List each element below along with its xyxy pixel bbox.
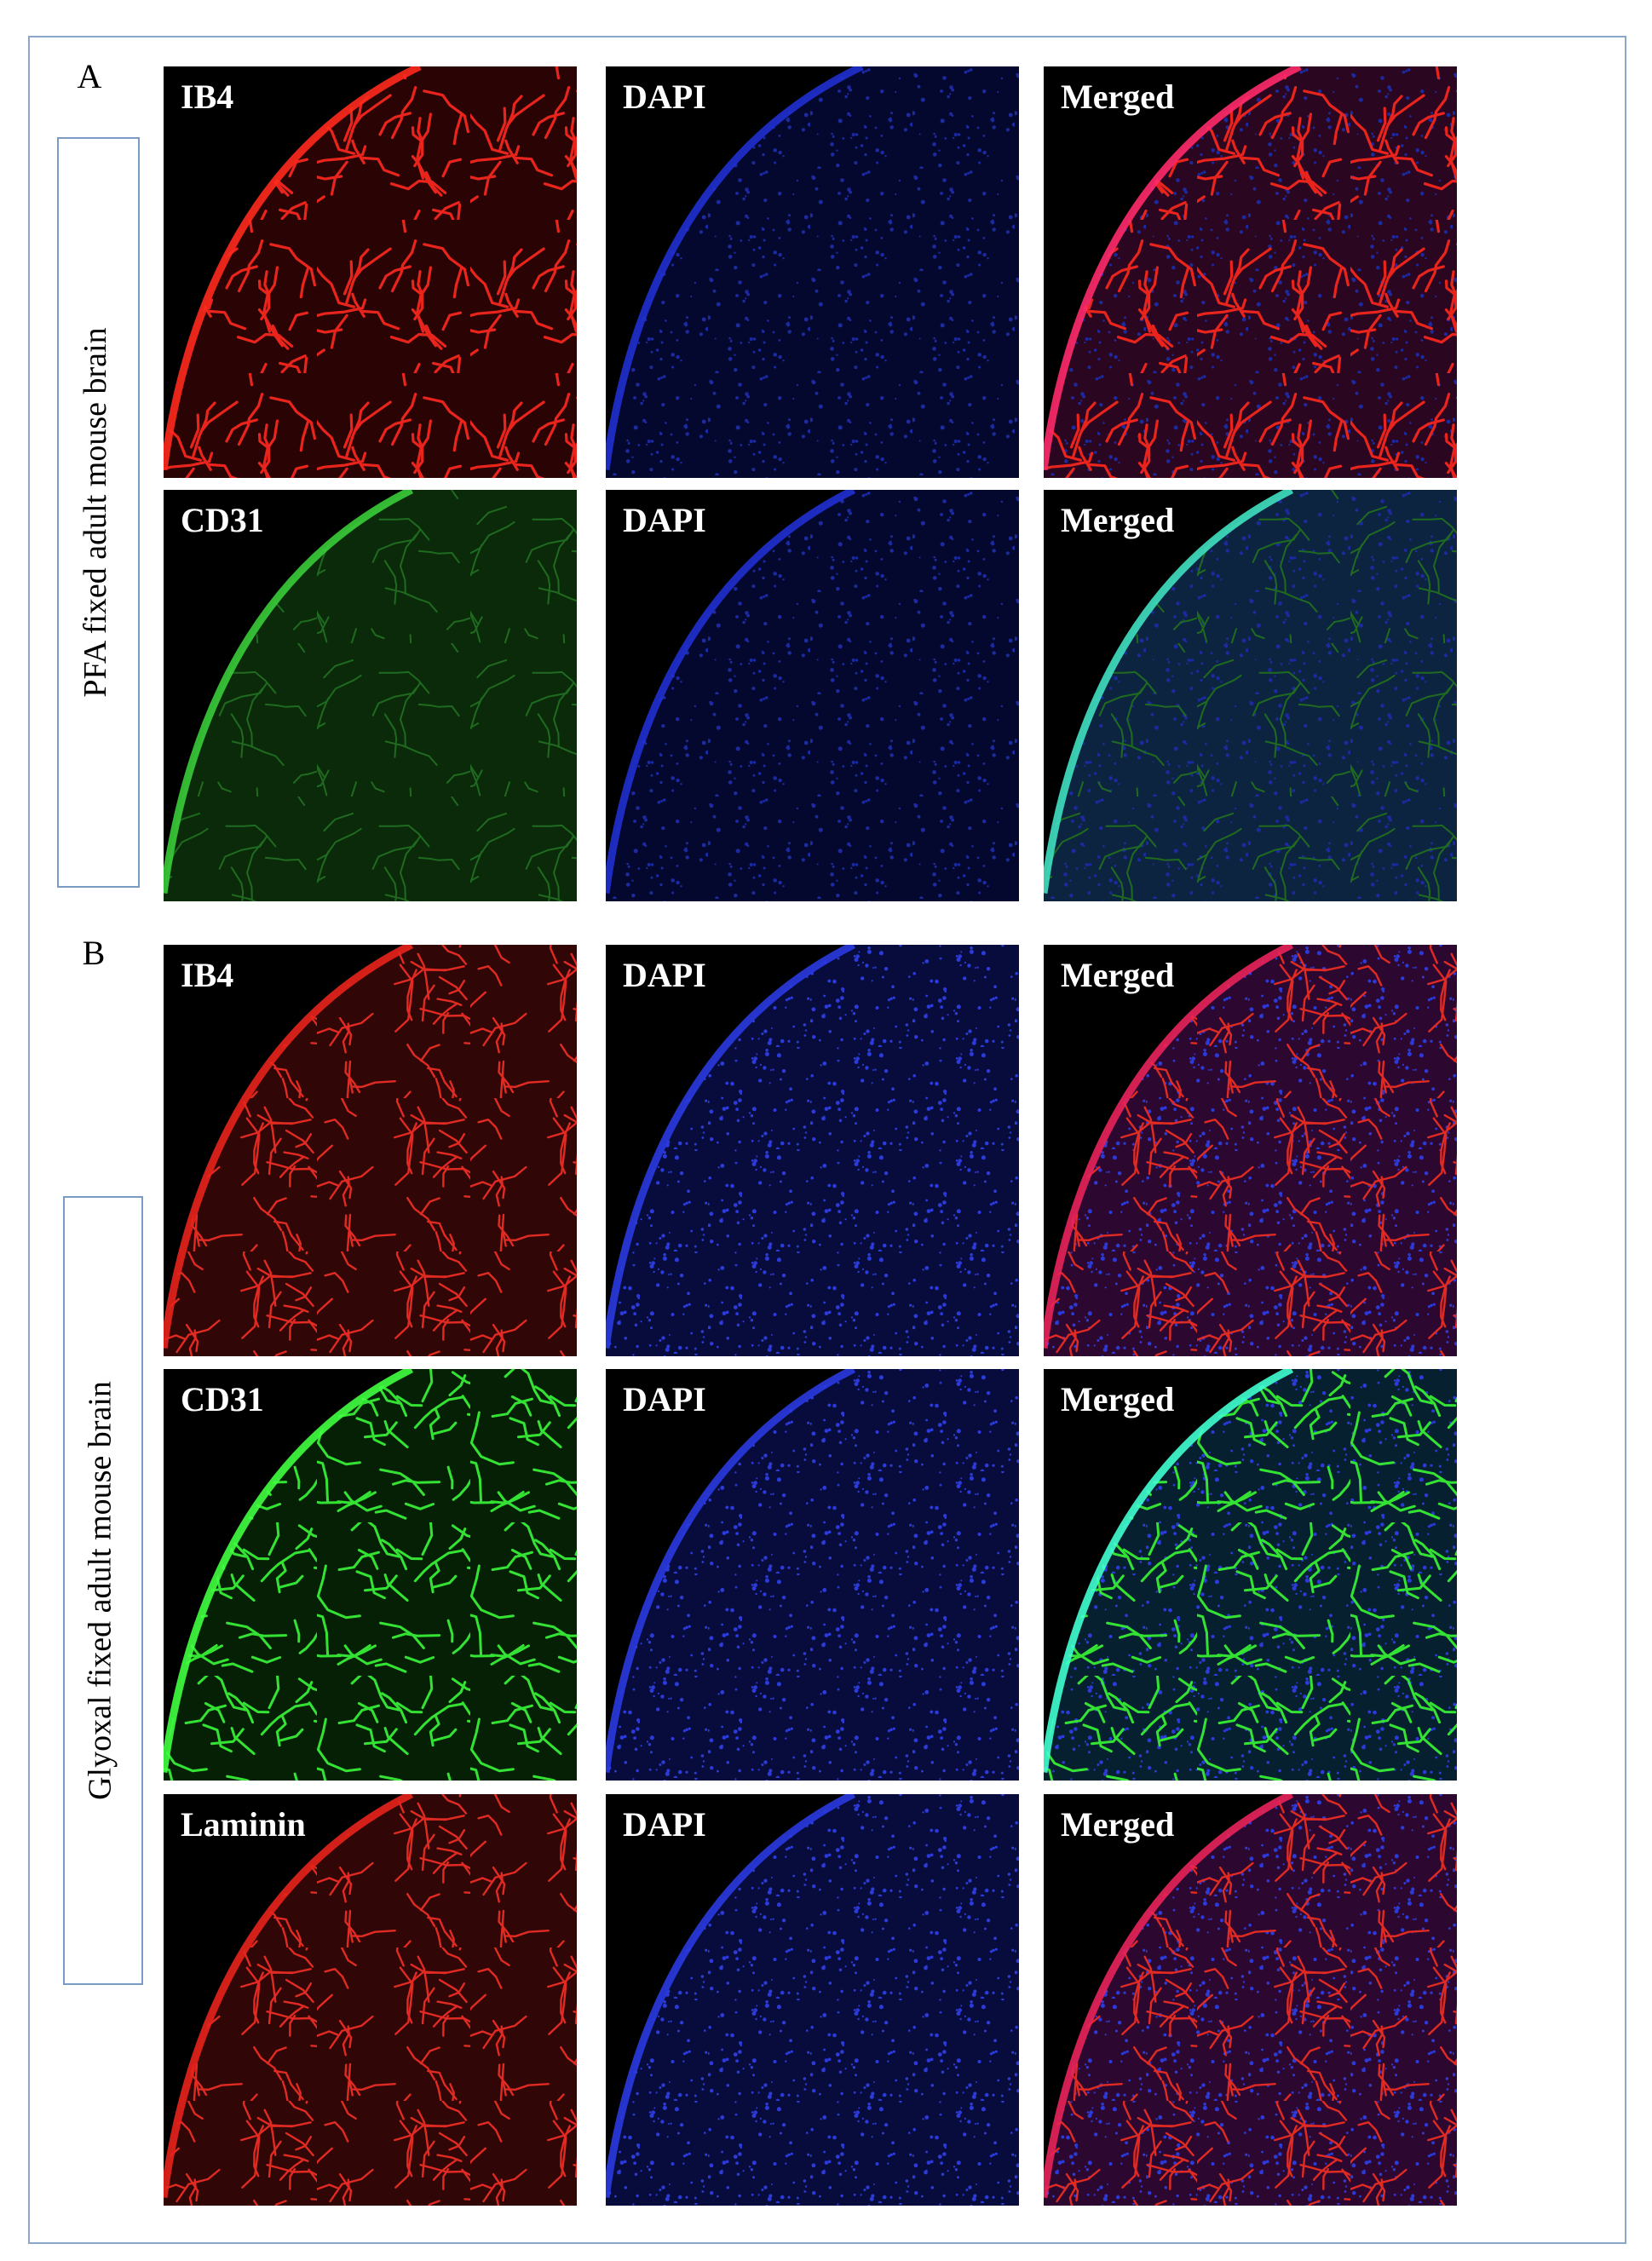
stain-label: Laminin <box>181 1805 306 1844</box>
micrograph: DAPI <box>606 945 1019 1356</box>
panel-label: B <box>83 934 106 972</box>
stain-label: CD31 <box>181 501 264 539</box>
micrograph: Merged <box>1044 66 1457 478</box>
stain-label: Merged <box>1061 1805 1174 1844</box>
side-label-box <box>57 137 140 888</box>
micrograph: Merged <box>1044 1794 1457 2206</box>
stain-label: IB4 <box>181 956 233 994</box>
panel-label: A <box>78 57 102 95</box>
micrograph: Merged <box>1044 945 1457 1356</box>
micrograph: CD31 <box>164 1369 577 1781</box>
stain-label: DAPI <box>623 1380 706 1418</box>
stain-label: Merged <box>1061 1380 1174 1418</box>
micrograph: DAPI <box>606 1794 1019 2206</box>
figure-border <box>28 36 1626 2244</box>
micrograph: Merged <box>1044 1369 1457 1781</box>
micrograph: DAPI <box>606 490 1019 901</box>
stain-label: CD31 <box>181 1380 264 1418</box>
stain-label: DAPI <box>623 501 706 539</box>
stain-label: DAPI <box>623 78 706 116</box>
micrograph: Laminin <box>164 1794 577 2206</box>
stain-label: Merged <box>1061 956 1174 994</box>
side-label: Glyoxal fixed adult mouse brain <box>83 1381 118 1800</box>
micrograph: DAPI <box>606 1369 1019 1781</box>
micrograph: IB4 <box>164 66 577 478</box>
micrograph: CD31 <box>164 490 577 901</box>
stain-label: Merged <box>1061 501 1174 539</box>
micrograph: DAPI <box>606 66 1019 478</box>
micrograph: IB4 <box>164 945 577 1356</box>
stain-label: DAPI <box>623 1805 706 1844</box>
side-label: PFA fixed adult mouse brain <box>78 327 113 697</box>
stain-label: Merged <box>1061 78 1174 116</box>
side-label-box <box>63 1196 143 1985</box>
stain-label: IB4 <box>181 78 233 116</box>
micrograph: Merged <box>1044 490 1457 901</box>
stain-label: DAPI <box>623 956 706 994</box>
